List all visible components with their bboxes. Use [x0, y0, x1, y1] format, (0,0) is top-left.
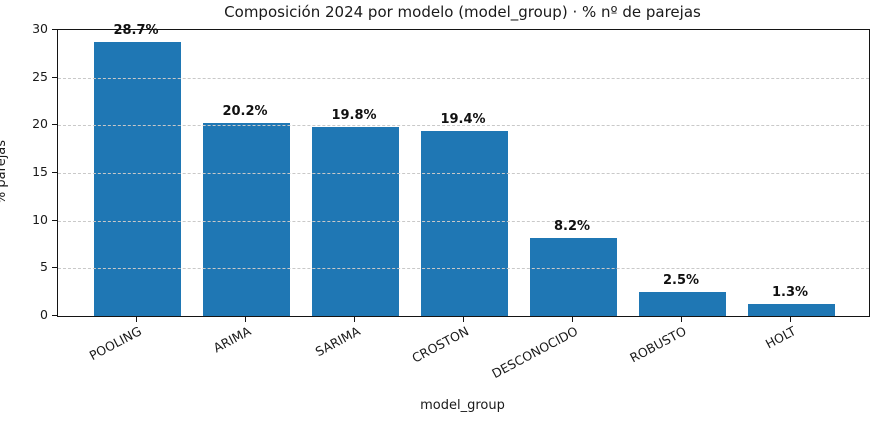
x-axis-label: model_group — [420, 398, 505, 413]
bar-value-label: 20.2% — [222, 104, 268, 120]
bar-value-label: 19.4% — [440, 112, 486, 128]
x-tick-label: ROBUSTO — [627, 323, 690, 366]
gridline — [58, 173, 869, 174]
y-tick-label: 15 — [32, 164, 48, 179]
y-tick-mark — [52, 267, 57, 269]
bar-value-label: 2.5% — [662, 273, 700, 289]
y-tick-label: 10 — [32, 211, 48, 227]
y-tick-mark — [52, 219, 57, 221]
x-tick-label: POOLING — [86, 323, 145, 364]
x-tick-mark — [572, 316, 573, 322]
gridline — [58, 125, 869, 127]
y-tick-mark — [52, 172, 57, 173]
y-tick-label: 25 — [32, 68, 48, 84]
gridline — [58, 220, 869, 222]
bar-value-label: 28.7% — [113, 23, 159, 39]
y-tick-mark — [52, 124, 57, 126]
y-tick-mark — [52, 315, 57, 316]
gridline — [58, 268, 869, 270]
bar-robusto — [638, 292, 726, 316]
bar-pooling — [93, 42, 181, 316]
y-tick-label: 30 — [32, 21, 48, 36]
x-tick-mark — [136, 316, 137, 322]
bar-desconocido — [529, 237, 617, 316]
x-tick-label: CROSTON — [409, 323, 472, 366]
plot-area — [57, 29, 870, 317]
y-tick-mark — [52, 76, 57, 78]
bar-value-label: 1.3% — [771, 284, 809, 300]
x-tick-mark — [463, 316, 464, 322]
bar-croston — [420, 131, 508, 316]
x-tick-label: HOLT — [762, 323, 799, 352]
x-tick-mark — [681, 316, 682, 322]
y-tick-label: 5 — [40, 259, 48, 275]
bar-value-label: 19.8% — [331, 108, 377, 124]
x-tick-label: DESCONOCIDO — [489, 323, 581, 382]
y-tick-label: 0 — [40, 307, 48, 322]
y-tick-label: 20 — [32, 116, 48, 132]
bar-value-label: 8.2% — [553, 218, 591, 234]
x-tick-mark — [354, 316, 355, 322]
y-tick-mark — [52, 29, 57, 30]
chart-title: Composición 2024 por modelo (model_group… — [224, 3, 701, 21]
x-tick-label: ARIMA — [210, 323, 254, 356]
x-tick-mark — [790, 316, 791, 322]
bar-arima — [202, 123, 290, 316]
x-tick-label: SARIMA — [312, 323, 363, 360]
x-tick-mark — [245, 316, 246, 322]
bar-holt — [747, 303, 835, 316]
gridline — [58, 77, 869, 79]
